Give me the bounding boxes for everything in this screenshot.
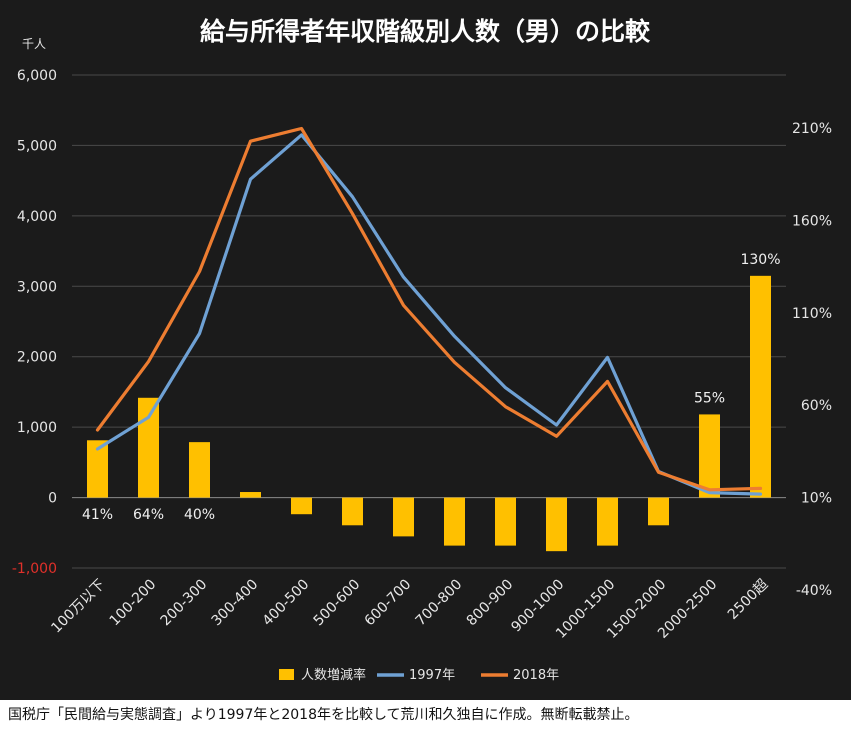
gridlines — [72, 74, 786, 569]
x-tick-label: 100万以下 — [48, 577, 108, 637]
left-tick-label: 2,000 — [17, 350, 57, 366]
left-tick-label: -1,000 — [12, 561, 57, 577]
right-axis: 210% 160% 110% 60% 10% -40% — [792, 121, 832, 599]
bar — [138, 397, 159, 498]
chart-svg: 給与所得者年収階級別人数（男）の比較 千人 6,000 5,000 4,000 3,0… — [12, 17, 832, 683]
bar — [87, 440, 108, 498]
x-tick-label: 800-900 — [464, 577, 517, 630]
bar — [699, 414, 720, 498]
right-tick-label: 10% — [801, 491, 832, 507]
left-tick-label: 0 — [48, 491, 57, 507]
line-series-2018 — [95, 126, 763, 492]
x-tick-label: 600-700 — [362, 577, 415, 630]
bar-data-labels: 41% 64% 40% 55% 130% — [82, 252, 781, 523]
legend-label-line: 2018年 — [513, 668, 559, 683]
x-tick-label: 200-300 — [158, 577, 211, 630]
line-series-1997 — [95, 133, 763, 496]
left-tick-label: 6,000 — [17, 68, 57, 84]
bar — [444, 497, 465, 546]
y-unit-label: 千人 — [22, 37, 46, 51]
bar — [495, 497, 516, 546]
x-tick-label: 400-500 — [260, 577, 313, 630]
legend-label-line: 1997年 — [409, 668, 455, 683]
bar-data-label: 41% — [82, 507, 113, 523]
line-series — [95, 126, 763, 496]
x-tick-label: 300-400 — [209, 577, 262, 630]
bar — [291, 497, 312, 515]
left-axis: 6,000 5,000 4,000 3,000 2,000 1,000 0 -1,000 — [12, 68, 57, 577]
legend-label-bar: 人数増減率 — [301, 667, 366, 683]
right-tick-label: 110% — [792, 306, 832, 322]
left-tick-label: 1,000 — [17, 420, 57, 436]
bar-data-label: 130% — [740, 252, 780, 268]
source-note: 国税庁「民間給与実態調査」より1997年と2018年を比較して荒川和久独自に作成… — [8, 707, 639, 723]
bar — [546, 497, 567, 552]
legend: 人数増減率 1997年 2018年 — [279, 667, 559, 683]
right-tick-label: 210% — [792, 121, 832, 137]
bar — [597, 497, 618, 546]
bar — [648, 497, 669, 526]
bar-data-label: 64% — [133, 507, 164, 523]
x-tick-label: 100-200 — [107, 577, 160, 630]
right-tick-label: 60% — [801, 398, 832, 414]
chart-title: 給与所得者年収階級別人数（男）の比較 — [200, 17, 651, 46]
bar — [240, 492, 261, 498]
legend-swatch-bar — [279, 669, 294, 680]
left-tick-label: 3,000 — [17, 279, 57, 295]
x-tick-label: 500-600 — [311, 577, 364, 630]
bar-data-label: 55% — [694, 390, 725, 406]
x-tick-label: 2500超 — [725, 577, 771, 623]
left-tick-label: 5,000 — [17, 138, 57, 154]
bar — [342, 497, 363, 526]
bar — [393, 497, 414, 537]
left-tick-label: 4,000 — [17, 209, 57, 225]
x-tick-label: 700-800 — [413, 577, 466, 630]
bar — [189, 442, 210, 498]
bar-data-label: 40% — [184, 507, 215, 523]
right-tick-label: 160% — [792, 213, 832, 229]
bar-series — [87, 275, 771, 552]
x-axis: 100万以下100-200200-300300-400400-500500-60… — [48, 577, 771, 642]
bar — [750, 275, 771, 498]
chart-panel: 給与所得者年収階級別人数（男）の比較 千人 6,000 5,000 4,000 3,0… — [0, 0, 851, 700]
right-tick-label: -40% — [796, 583, 832, 599]
